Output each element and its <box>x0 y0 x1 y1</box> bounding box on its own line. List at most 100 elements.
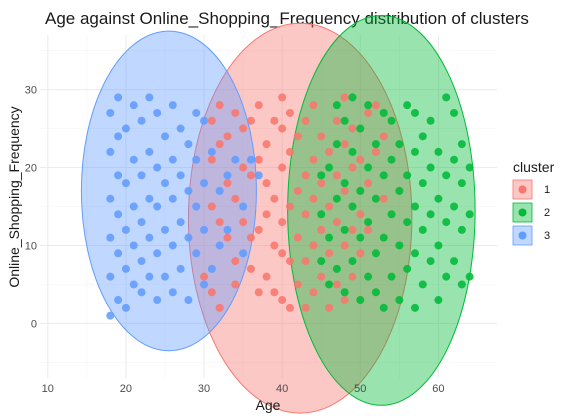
cluster-1-point <box>285 202 294 211</box>
cluster-2-point <box>442 171 451 180</box>
legend-label-1: 1 <box>544 184 550 196</box>
cluster-3-point <box>192 108 201 117</box>
cluster-2-point <box>450 257 459 266</box>
cluster-2-point <box>418 280 427 289</box>
cluster-3-point <box>114 296 123 305</box>
cluster-2-point <box>434 147 443 156</box>
cluster-1-point <box>246 171 255 180</box>
cluster-3-point <box>129 241 138 250</box>
cluster-1-point <box>356 210 365 219</box>
cluster-1-point <box>340 93 349 102</box>
cluster-3-point <box>176 171 185 180</box>
cluster-1-point <box>340 241 349 250</box>
legend-key-3-dot <box>518 231 527 240</box>
cluster-3-point <box>160 225 169 234</box>
cluster-1-point <box>270 241 279 250</box>
cluster-1-point <box>215 101 224 110</box>
cluster-3-point <box>239 249 248 258</box>
cluster-1-point <box>285 108 294 117</box>
cluster-1-point <box>239 163 248 172</box>
cluster-2-point <box>356 233 365 242</box>
cluster-2-point <box>450 202 459 211</box>
cluster-2-point <box>379 233 388 242</box>
cluster-2-point <box>457 179 466 188</box>
cluster-3-point <box>121 179 130 188</box>
cluster-1-point <box>317 272 326 281</box>
cluster-3-point <box>200 225 209 234</box>
cluster-1-point <box>332 280 341 289</box>
cluster-3-point <box>106 108 115 117</box>
cluster-1-point <box>262 210 271 219</box>
cluster-2-point <box>356 186 365 195</box>
data-points <box>106 93 474 320</box>
cluster-2-point <box>340 288 349 297</box>
cluster-2-point <box>379 108 388 117</box>
cluster-1-point <box>239 124 248 133</box>
cluster-1-point <box>317 225 326 234</box>
cluster-1-point <box>301 116 310 125</box>
cluster-1-point <box>379 194 388 203</box>
cluster-1-point <box>364 179 373 188</box>
x-tick-label: 10 <box>42 383 54 395</box>
cluster-3-point <box>153 108 162 117</box>
cluster-3-point <box>114 132 123 141</box>
cluster-2-point <box>340 179 349 188</box>
cluster-2-point <box>317 171 326 180</box>
cluster-1-point <box>356 155 365 164</box>
cluster-1-point <box>317 179 326 188</box>
cluster-1-point <box>301 303 310 312</box>
x-tick-label: 20 <box>120 383 132 395</box>
cluster-3-ellipse <box>80 30 257 352</box>
cluster-2-point <box>434 241 443 250</box>
cluster-1-point <box>348 272 357 281</box>
cluster-3-point <box>137 218 146 227</box>
cluster-1-point <box>270 116 279 125</box>
cluster-1-point <box>262 272 271 281</box>
cluster-1-point <box>309 101 318 110</box>
cluster-3-point <box>192 249 201 258</box>
cluster-3-point <box>145 93 154 102</box>
cluster-2-point <box>356 124 365 133</box>
cluster-3-point <box>106 194 115 203</box>
cluster-2-point <box>442 272 451 281</box>
cluster-1-point <box>254 155 263 164</box>
cluster-1-point <box>364 225 373 234</box>
cluster-3-point <box>121 303 130 312</box>
cluster-3-point <box>145 194 154 203</box>
cluster-1-point <box>379 132 388 141</box>
cluster-3-point <box>200 116 209 125</box>
cluster-1-point <box>215 140 224 149</box>
legend-label-3: 3 <box>544 230 550 242</box>
cluster-2-point <box>426 163 435 172</box>
cluster-1-point <box>309 241 318 250</box>
cluster-1-point <box>207 202 216 211</box>
cluster-2-point <box>332 264 341 273</box>
cluster-1-point <box>278 296 287 305</box>
cluster-1-point <box>278 249 287 258</box>
cluster-3-point <box>129 155 138 164</box>
cluster-3-point <box>121 264 130 273</box>
cluster-2-point <box>457 140 466 149</box>
cluster-3-point <box>168 194 177 203</box>
cluster-2-point <box>465 163 474 172</box>
cluster-1-point <box>231 194 240 203</box>
cluster-2-point <box>395 296 404 305</box>
cluster-1-point <box>278 124 287 133</box>
cluster-2-point <box>418 132 427 141</box>
cluster-1-point <box>246 233 255 242</box>
cluster-2-point <box>410 202 419 211</box>
cluster-3-point <box>145 272 154 281</box>
y-tick-label: 0 <box>31 318 37 330</box>
cluster-2-point <box>348 93 357 102</box>
cluster-2-point <box>450 155 459 164</box>
legend: cluster 1 2 3 <box>512 159 555 246</box>
cluster-3-point <box>207 264 216 273</box>
y-tick-label: 10 <box>25 240 37 252</box>
cluster-1-point <box>309 194 318 203</box>
legend-key-2-dot <box>518 208 527 217</box>
grid <box>40 35 497 378</box>
cluster-1-point <box>332 171 341 180</box>
cluster-2-point <box>348 202 357 211</box>
cluster-1-point <box>356 249 365 258</box>
